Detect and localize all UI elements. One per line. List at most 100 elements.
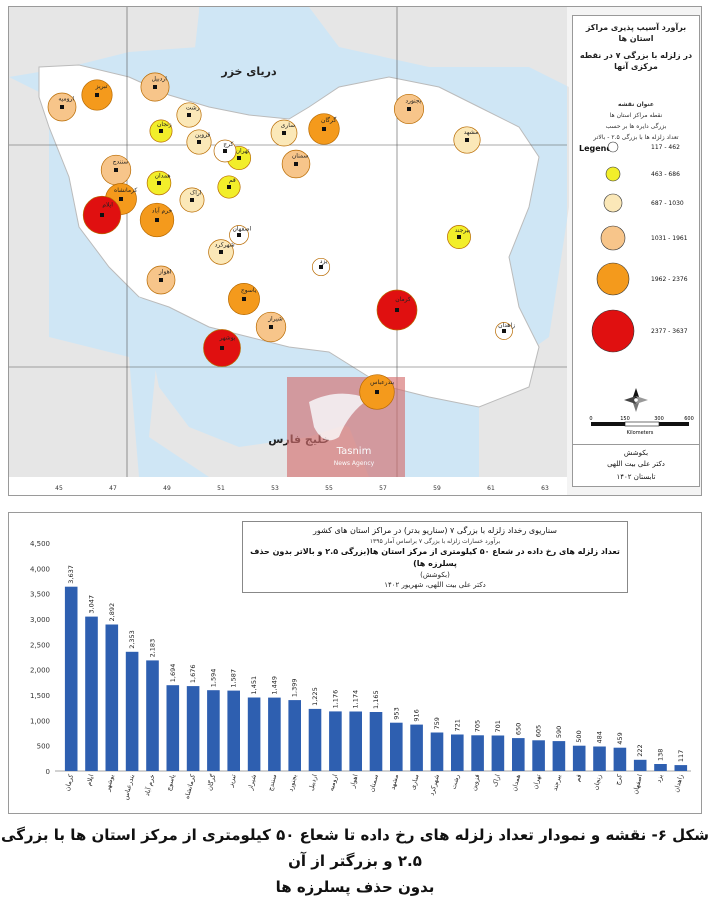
bar [329, 711, 342, 771]
city-label: رشت [186, 104, 200, 111]
x-tick-label: سمنان [368, 773, 380, 792]
map-author-1: بکوشش [573, 444, 699, 459]
lon-tick-label: 45 [55, 485, 63, 492]
x-tick-label: کرمانشاه [183, 773, 197, 800]
bar-value-label: 500 [575, 730, 583, 742]
city-marker: زاهدان [495, 322, 515, 340]
city-label: مشهد [464, 129, 478, 136]
city-marker: سمنان [281, 149, 311, 179]
map-legend: برآورد آسیب پذیری مراکز استان ها در زلزل… [572, 15, 700, 487]
city-label: تهران [236, 148, 250, 155]
x-tick-label: یزد [655, 773, 665, 783]
city-label: بندرعباس [370, 379, 394, 386]
bar-value-label: 3,047 [88, 595, 96, 614]
x-tick-label: زاهدان [672, 773, 684, 793]
x-tick-label: همدان [510, 773, 522, 792]
bar-value-label: 1,676 [189, 664, 197, 683]
bar [410, 724, 423, 771]
legend-item: 463 - 686 [605, 166, 680, 182]
map-title-1: برآورد آسیب پذیری مراکز استان ها [585, 23, 687, 43]
y-tick-label: 500 [37, 743, 50, 751]
city-marker: اردبیل [140, 72, 170, 102]
bar-value-label: 1,451 [250, 676, 258, 695]
bar [572, 745, 586, 771]
x-tick-label: تهران [531, 773, 543, 790]
legend-range: 2377 - 3637 [651, 328, 688, 335]
city-marker: کرج [213, 139, 237, 163]
lon-tick-label: 57 [379, 485, 387, 492]
x-tick-label: یاسوج [165, 773, 177, 791]
scale-label: 0 [589, 416, 592, 422]
city-label: کرمان [395, 296, 411, 303]
city-marker: شهرکرد [208, 239, 235, 265]
city-label: کرمانشاه [114, 187, 137, 194]
x-tick-label: شهرکرد [428, 773, 441, 796]
x-tick-label: خرم آباد [142, 773, 156, 797]
neighbor-land-west [9, 77, 139, 477]
caspian-sea [189, 7, 319, 117]
city-marker: همدان [146, 170, 172, 196]
x-tick-label: زنجان [592, 773, 604, 790]
scale-label: 600 [684, 416, 694, 422]
y-tick-label: 2,000 [30, 667, 50, 675]
x-tick-label: بیرجند [551, 773, 563, 791]
watermark-name: Tasnim [336, 446, 372, 457]
x-tick-label: اردبیل [307, 773, 319, 791]
legend-range: 1031 - 1961 [651, 235, 688, 242]
legend-heading: Legend [579, 144, 613, 153]
city-marker: ارومیه [47, 92, 77, 122]
scale-unit: Kilometers [627, 430, 654, 436]
bar-value-label: 916 [413, 709, 421, 721]
legend-range: 117 - 462 [651, 144, 680, 151]
city-label: سنندج [113, 158, 129, 165]
chart-title-3: تعداد زلزله های رخ داده در شعاع ۵۰ کیلوم… [250, 547, 620, 568]
city-label: اصفهان [232, 226, 251, 233]
bar [430, 732, 444, 771]
legend-range: 687 - 1030 [651, 200, 684, 207]
city-marker: قم [217, 175, 241, 199]
bar [369, 712, 383, 771]
bar [512, 738, 525, 771]
bar-value-label: 1,174 [352, 690, 360, 709]
bar-value-label: 701 [494, 720, 502, 732]
city-marker: قزوین [186, 129, 212, 155]
lon-tick-label: 63 [541, 485, 549, 492]
bar-value-label: 1,399 [291, 678, 299, 697]
neighbor-land-east [309, 7, 569, 477]
bar-value-label: 1,587 [230, 669, 238, 688]
bar [654, 764, 667, 771]
bar [64, 586, 78, 771]
x-tick-label: مشهد [388, 773, 400, 790]
city-marker: یزد [311, 257, 331, 277]
map-subtitle-line: نقطه مراکز استان ها [609, 112, 663, 119]
bar [125, 651, 139, 771]
bar [308, 708, 322, 771]
bar [633, 759, 647, 771]
bar [471, 735, 484, 771]
legend-symbols: 117 - 462 463 - 686 687 - 1030 1031 - 1961 1… [591, 141, 688, 353]
bar [451, 734, 464, 771]
city-label: اردبیل [152, 76, 168, 83]
bar-chart: 0 500 1,000 1,500 2,000 2,500 3,000 3,500 4,000 4… [30, 540, 691, 801]
bar [349, 711, 362, 771]
neighbor-land-northwest [9, 7, 199, 77]
bar-value-label: 759 [433, 717, 441, 729]
x-tick-label: سنندج [266, 773, 278, 791]
bar [85, 616, 98, 771]
city-label: قزوین [195, 132, 210, 139]
city-label: زنجان [157, 121, 172, 128]
city-marker: اراک [179, 187, 205, 213]
city-label: ساری [281, 122, 295, 129]
bar [268, 697, 281, 771]
chart-title-5: دکتر علی بیت اللهی، شهریور ۱۴۰۲ [384, 581, 486, 589]
city-marker: یاسوج [228, 283, 260, 315]
city-marker: بجنورد [393, 93, 425, 125]
x-tick-label: قم [573, 773, 583, 782]
y-tick-label: 0 [46, 768, 50, 776]
city-marker: اصفهان [229, 225, 252, 245]
bar-value-label: 2,353 [128, 630, 136, 649]
city-marker: زنجان [149, 119, 173, 143]
city-label: خرم آباد [152, 205, 173, 214]
bar [593, 746, 606, 771]
watermark-sub: News Agency [334, 460, 375, 467]
